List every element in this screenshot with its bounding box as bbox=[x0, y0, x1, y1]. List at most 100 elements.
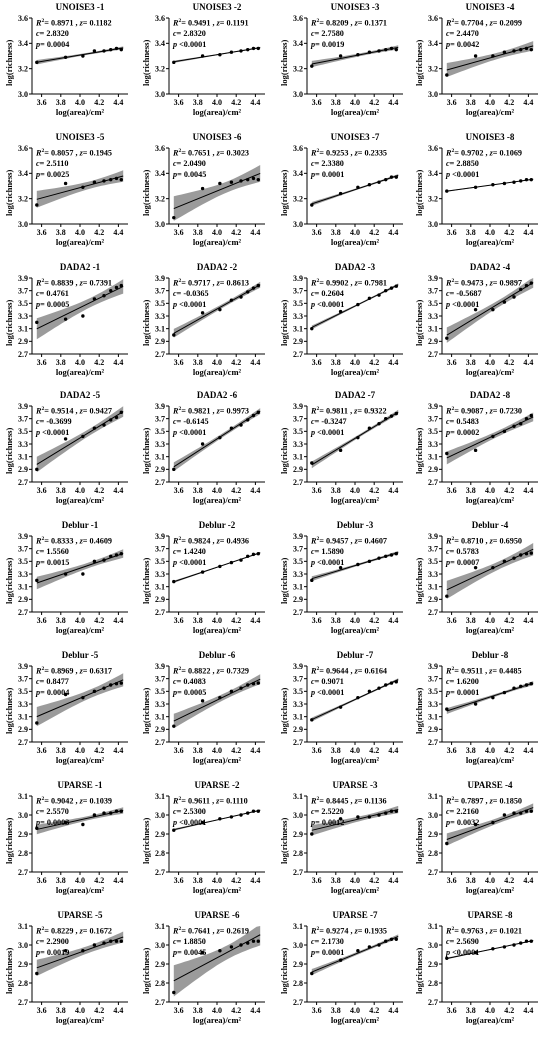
y-tick-label: 3.4 bbox=[155, 169, 165, 178]
panel-title: UPARSE -6 bbox=[194, 910, 240, 920]
y-tick-label: 3.0 bbox=[293, 811, 303, 820]
chart-panel: UNOISE3 -8 3.0 3.2 3.4 3.6 3.6 3.8 4.0 4.2 4.4 R2=… bbox=[414, 132, 548, 260]
x-tick-label: 4.2 bbox=[94, 228, 104, 237]
scatter-plot: 3.0 3.2 3.4 3.6 3.6 3.8 4.0 4.2 4.4 bbox=[155, 144, 265, 237]
x-tick-label: 3.6 bbox=[312, 98, 322, 107]
data-point bbox=[256, 939, 260, 943]
data-point bbox=[519, 941, 523, 945]
stat-p: p= 0.0001 bbox=[311, 947, 345, 957]
regression-line bbox=[446, 45, 534, 71]
stat-r2-z: R2= 0.8229 , z= 0.1672 bbox=[36, 926, 113, 936]
regression-stats: R2= 0.8057 , z= 0.1945 c= 2.5110 p= 0.0025 bbox=[36, 146, 112, 181]
scatter-plot: 2.7 2.8 2.9 3.0 3.1 3.6 3.8 4.0 4.2 4.4 bbox=[293, 792, 403, 885]
data-point bbox=[394, 552, 398, 556]
x-tick-label: 4.4 bbox=[250, 486, 260, 495]
stat-p: p= 0.0001 bbox=[311, 169, 345, 179]
x-tick-label: 4.2 bbox=[231, 228, 241, 237]
x-tick-label: 4.2 bbox=[504, 616, 514, 625]
data-point bbox=[251, 682, 256, 686]
y-tick-label: 3.4 bbox=[18, 169, 28, 178]
data-point bbox=[246, 418, 250, 422]
y-tick-label: 2.7 bbox=[428, 738, 438, 747]
chart-panel: UPARSE -5 2.7 2.8 2.9 3.0 3.1 3.6 3.8 4.0 4.2 4.4 R… bbox=[4, 910, 138, 1038]
data-point bbox=[445, 336, 449, 340]
stat-p: p= 0.0004 bbox=[36, 687, 70, 697]
regression-stats: R2= 0.9457 , z= 0.4607 c= 1.5890 p <0.0001 bbox=[311, 534, 387, 569]
y-tick-label: 3.1 bbox=[428, 582, 438, 591]
y-tick-label: 3.0 bbox=[18, 220, 28, 229]
x-tick-label: 3.8 bbox=[466, 616, 476, 625]
x-tick-label: 3.6 bbox=[312, 358, 322, 367]
chart-panel: DADA2 -5 2.7 2.9 3.1 3.3 3.5 3.7 3.9 3.6 3.8 4.0 4.… bbox=[4, 390, 138, 518]
y-axis-label: log(richness) bbox=[4, 39, 14, 86]
data-point bbox=[445, 594, 449, 598]
data-point bbox=[102, 49, 106, 53]
y-tick-label: 2.7 bbox=[428, 998, 438, 1007]
data-point bbox=[256, 177, 260, 182]
data-point bbox=[491, 434, 495, 439]
x-tick-label: 4.2 bbox=[369, 616, 379, 625]
data-point bbox=[229, 560, 234, 565]
x-tick-label: 3.6 bbox=[312, 486, 322, 495]
data-point bbox=[63, 55, 68, 59]
y-tick-label: 3.1 bbox=[18, 922, 28, 931]
x-tick-label: 3.6 bbox=[312, 228, 322, 237]
data-point bbox=[35, 60, 39, 65]
data-point bbox=[92, 559, 97, 564]
stat-c: c= 2.5570 bbox=[36, 807, 69, 817]
scatter-plot: 2.7 2.8 2.9 3.0 3.1 3.6 3.8 4.0 4.2 4.4 bbox=[293, 922, 403, 1015]
data-point bbox=[109, 554, 113, 558]
x-tick-label: 3.8 bbox=[193, 98, 203, 107]
data-point bbox=[172, 828, 176, 832]
data-point bbox=[35, 320, 39, 325]
y-tick-label: 3.7 bbox=[428, 414, 438, 423]
stat-p: p <0.0001 bbox=[173, 299, 207, 309]
y-tick-label: 3.3 bbox=[155, 570, 165, 579]
chart-panel: UNOISE3 -1 3.0 3.2 3.4 3.6 3.6 3.8 4.0 4.2 4.4 R2=… bbox=[4, 2, 138, 130]
x-tick-label: 4.4 bbox=[250, 98, 260, 107]
y-tick-label: 2.9 bbox=[293, 830, 303, 839]
x-tick-label: 3.6 bbox=[174, 616, 184, 625]
stat-p: p <0.0001 bbox=[311, 299, 345, 309]
x-tick-label: 4.2 bbox=[94, 876, 104, 885]
x-tick-label: 4.4 bbox=[250, 228, 260, 237]
data-point bbox=[229, 426, 234, 430]
y-tick-label: 3.1 bbox=[18, 452, 28, 461]
confidence-band bbox=[36, 406, 124, 473]
y-tick-label: 3.4 bbox=[293, 39, 303, 48]
y-tick-label: 2.7 bbox=[293, 738, 303, 747]
data-point bbox=[119, 681, 123, 685]
data-point bbox=[119, 283, 123, 288]
regression-line bbox=[446, 940, 534, 959]
data-point bbox=[114, 809, 119, 813]
stat-r2-z: R2= 0.9274 , z= 0.1935 bbox=[311, 926, 388, 936]
data-point bbox=[491, 307, 495, 312]
x-tick-label: 3.6 bbox=[174, 876, 184, 885]
scatter-plot: 3.0 3.2 3.4 3.6 3.6 3.8 4.0 4.2 4.4 bbox=[428, 14, 538, 107]
stat-c: c= 1.5560 bbox=[36, 547, 69, 557]
confidence-band bbox=[446, 543, 534, 599]
x-tick-label: 3.8 bbox=[331, 98, 341, 107]
y-axis-label: log(richness) bbox=[4, 169, 14, 216]
regression-line bbox=[173, 678, 261, 722]
scatter-plot: 3.0 3.2 3.4 3.6 3.6 3.8 4.0 4.2 4.4 bbox=[18, 144, 128, 237]
data-point bbox=[35, 203, 39, 207]
confidence-band bbox=[311, 805, 399, 836]
x-tick-label: 4.2 bbox=[231, 876, 241, 885]
x-tick-label: 3.8 bbox=[331, 746, 341, 755]
data-point bbox=[356, 815, 360, 819]
x-axis-label: log(area)/cm² bbox=[330, 885, 380, 895]
data-point bbox=[356, 695, 360, 700]
stat-r2-z: R2= 0.9821 , z= 0.9973 bbox=[173, 406, 250, 416]
x-tick-label: 4.4 bbox=[388, 616, 398, 625]
panel-title: UPARSE -3 bbox=[332, 780, 378, 790]
x-tick-label: 4.0 bbox=[212, 98, 222, 107]
x-tick-label: 4.0 bbox=[212, 876, 222, 885]
y-tick-label: 3.6 bbox=[428, 144, 438, 153]
data-point bbox=[502, 50, 507, 54]
regression-line bbox=[311, 174, 399, 205]
x-tick-label: 4.4 bbox=[250, 876, 260, 885]
y-axis-label: log(richness) bbox=[279, 39, 289, 86]
y-tick-label: 3.9 bbox=[293, 402, 303, 411]
scatter-plot: 2.7 2.9 3.1 3.3 3.5 3.7 3.9 3.6 3.8 4.0 4.2 4.4 bbox=[155, 532, 265, 625]
